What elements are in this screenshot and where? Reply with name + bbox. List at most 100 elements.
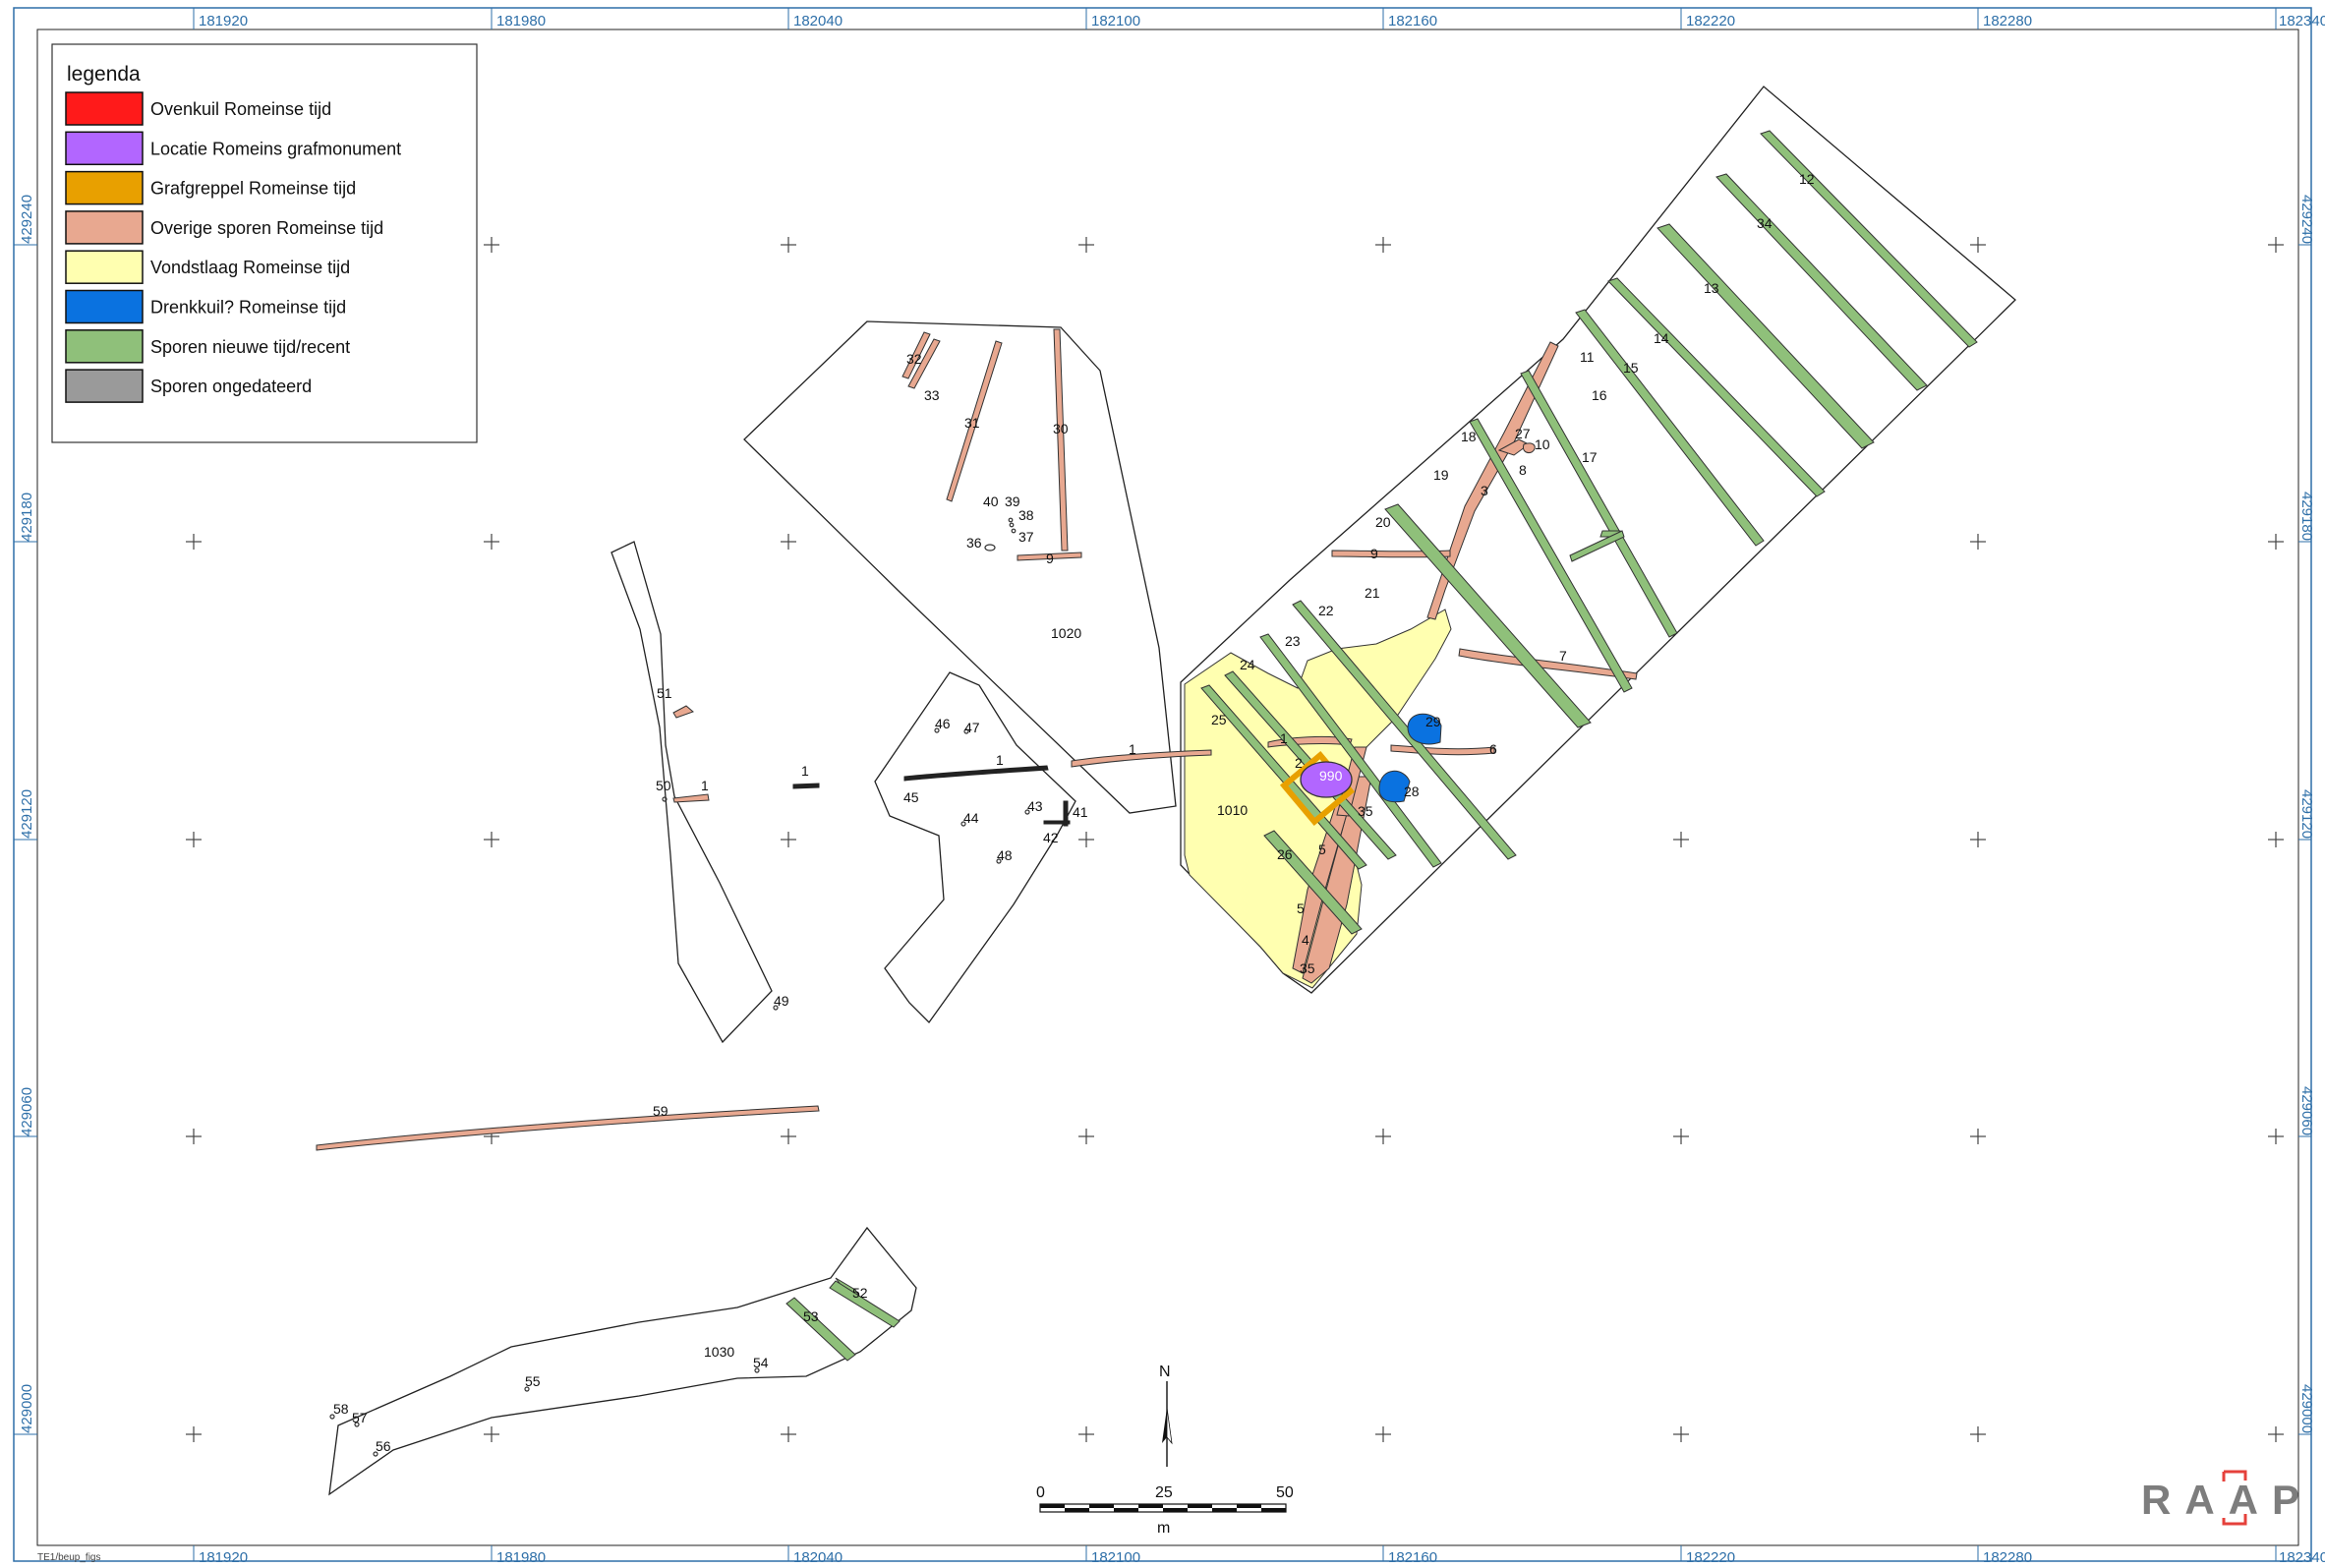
point-features bbox=[329, 517, 1030, 1457]
legend-swatch bbox=[65, 91, 144, 126]
footer-reference: TE1/beup_figs bbox=[37, 1552, 101, 1563]
trace-label: 46 bbox=[935, 716, 951, 731]
x-label: 182160 bbox=[1388, 1549, 1437, 1566]
trace-label: 24 bbox=[1240, 657, 1255, 672]
x-label: 181920 bbox=[199, 13, 248, 29]
legend: legenda Ovenkuil Romeinse tijd Locatie Ro… bbox=[51, 43, 478, 443]
legend-swatch bbox=[65, 329, 144, 364]
legend-label: Ovenkuil Romeinse tijd bbox=[150, 99, 331, 119]
y-label: 429240 bbox=[2298, 195, 2315, 244]
scale-segment bbox=[1163, 1508, 1188, 1512]
trace-label: 44 bbox=[963, 810, 979, 826]
legend-label: Vondstlaag Romeinse tijd bbox=[150, 258, 350, 277]
scale-tick-25: 25 bbox=[1155, 1484, 1173, 1501]
trace-label: 13 bbox=[1704, 280, 1719, 296]
trace-label: 54 bbox=[753, 1355, 769, 1370]
trace-label: 12 bbox=[1799, 171, 1815, 187]
raap-logo: RAAP bbox=[2141, 1470, 2313, 1526]
trace-label: 9 bbox=[1370, 546, 1378, 561]
area-label: 990 bbox=[1319, 768, 1343, 784]
trace-label: 1 bbox=[1280, 730, 1288, 746]
frame-ticks bbox=[14, 8, 2311, 1561]
area-label: 1010 bbox=[1217, 802, 1248, 818]
x-label: 182220 bbox=[1686, 1549, 1735, 1566]
trace-label: 52 bbox=[852, 1285, 868, 1301]
trace-label: 1 bbox=[801, 763, 809, 779]
scale-segment bbox=[1237, 1504, 1261, 1508]
y-label: 429060 bbox=[19, 1087, 35, 1136]
scale-segment bbox=[1114, 1508, 1138, 1512]
trace-label: 40 bbox=[983, 494, 999, 509]
scale-segment bbox=[1040, 1504, 1065, 1508]
trace-label: 58 bbox=[333, 1401, 349, 1417]
x-coordinate-labels-top: 181920 181980 182040 182100 182160 18222… bbox=[199, 13, 2325, 29]
trace-label: 22 bbox=[1318, 603, 1334, 618]
scale-segment bbox=[1065, 1508, 1089, 1512]
x-label: 182100 bbox=[1091, 13, 1140, 29]
trace-label: 3 bbox=[1481, 483, 1488, 498]
north-arrow: N bbox=[1159, 1364, 1173, 1467]
legend-label: Grafgreppel Romeinse tijd bbox=[150, 179, 356, 199]
trench-south bbox=[328, 1226, 917, 1496]
trace-label: 43 bbox=[1027, 798, 1043, 814]
trace-label: 29 bbox=[1425, 714, 1441, 729]
trace-label: 15 bbox=[1623, 360, 1639, 376]
grave-monument bbox=[1300, 761, 1353, 798]
x-coordinate-labels-bottom: 181920 181980 182040 182100 182160 18222… bbox=[199, 1549, 2325, 1566]
x-label: 181920 bbox=[199, 1549, 248, 1566]
trace-label: 27 bbox=[1515, 426, 1531, 441]
trace-label: 41 bbox=[1073, 804, 1088, 820]
trench-west bbox=[610, 541, 773, 1044]
area-label: 1030 bbox=[704, 1344, 734, 1360]
trace-label: 47 bbox=[964, 720, 980, 735]
scale-segment bbox=[1212, 1508, 1237, 1512]
legend-swatch bbox=[65, 250, 144, 284]
trace-label: 4 bbox=[1302, 932, 1309, 948]
trace-label: 26 bbox=[1277, 846, 1293, 862]
trace-label: 37 bbox=[1018, 529, 1034, 545]
trace-label: 49 bbox=[774, 993, 789, 1009]
trace-label: 5 bbox=[1297, 900, 1305, 916]
trench-north bbox=[743, 320, 1177, 814]
y-coordinate-labels-right: 429240 429180 429120 429060 429000 bbox=[2298, 195, 2315, 1433]
trace-label: 1 bbox=[701, 778, 709, 793]
map-frame bbox=[13, 7, 2312, 1562]
trace-label: 5 bbox=[1318, 842, 1326, 857]
trace-label: 9 bbox=[1046, 551, 1054, 566]
watering-pit-29 bbox=[1407, 713, 1442, 745]
logo-text: RAAP bbox=[2141, 1477, 2313, 1523]
x-label: 182040 bbox=[793, 1549, 843, 1566]
trace-label: 21 bbox=[1365, 585, 1380, 601]
y-label: 429000 bbox=[2298, 1384, 2315, 1433]
map-neatline bbox=[36, 29, 2299, 1546]
x-label: 182220 bbox=[1686, 13, 1735, 29]
legend-swatch bbox=[65, 369, 144, 403]
trace-label: 7 bbox=[1559, 648, 1567, 664]
trace-label: 11 bbox=[1580, 349, 1595, 365]
x-label: 182040 bbox=[793, 13, 843, 29]
trace-label: 14 bbox=[1654, 330, 1669, 346]
legend-swatch bbox=[65, 210, 144, 245]
x-label: 182280 bbox=[1983, 1549, 2032, 1566]
trace-label: 2 bbox=[1295, 755, 1303, 771]
y-label: 429180 bbox=[19, 493, 35, 542]
trace-label: 57 bbox=[352, 1410, 368, 1425]
trace-label: 6 bbox=[1489, 741, 1497, 757]
x-label: 182280 bbox=[1983, 13, 2032, 29]
undated-traces bbox=[792, 765, 1071, 827]
y-coordinate-labels-left: 429240 429180 429120 429060 429000 bbox=[19, 195, 35, 1433]
trace-label: 32 bbox=[906, 351, 922, 367]
modern-features bbox=[785, 130, 1978, 1362]
trace-label: 19 bbox=[1433, 467, 1449, 483]
trace-label: 16 bbox=[1592, 387, 1607, 403]
trace-label: 42 bbox=[1043, 830, 1059, 845]
scale-segment bbox=[1188, 1504, 1212, 1508]
x-label: 181980 bbox=[496, 13, 546, 29]
scale-tick-0: 0 bbox=[1036, 1484, 1045, 1501]
legend-label: Sporen ongedateerd bbox=[150, 377, 312, 396]
scale-segment bbox=[1261, 1508, 1286, 1512]
legend-label: Sporen nieuwe tijd/recent bbox=[150, 337, 350, 357]
y-label: 429000 bbox=[19, 1384, 35, 1433]
north-label: N bbox=[1159, 1364, 1171, 1380]
y-label: 429060 bbox=[2298, 1086, 2315, 1135]
